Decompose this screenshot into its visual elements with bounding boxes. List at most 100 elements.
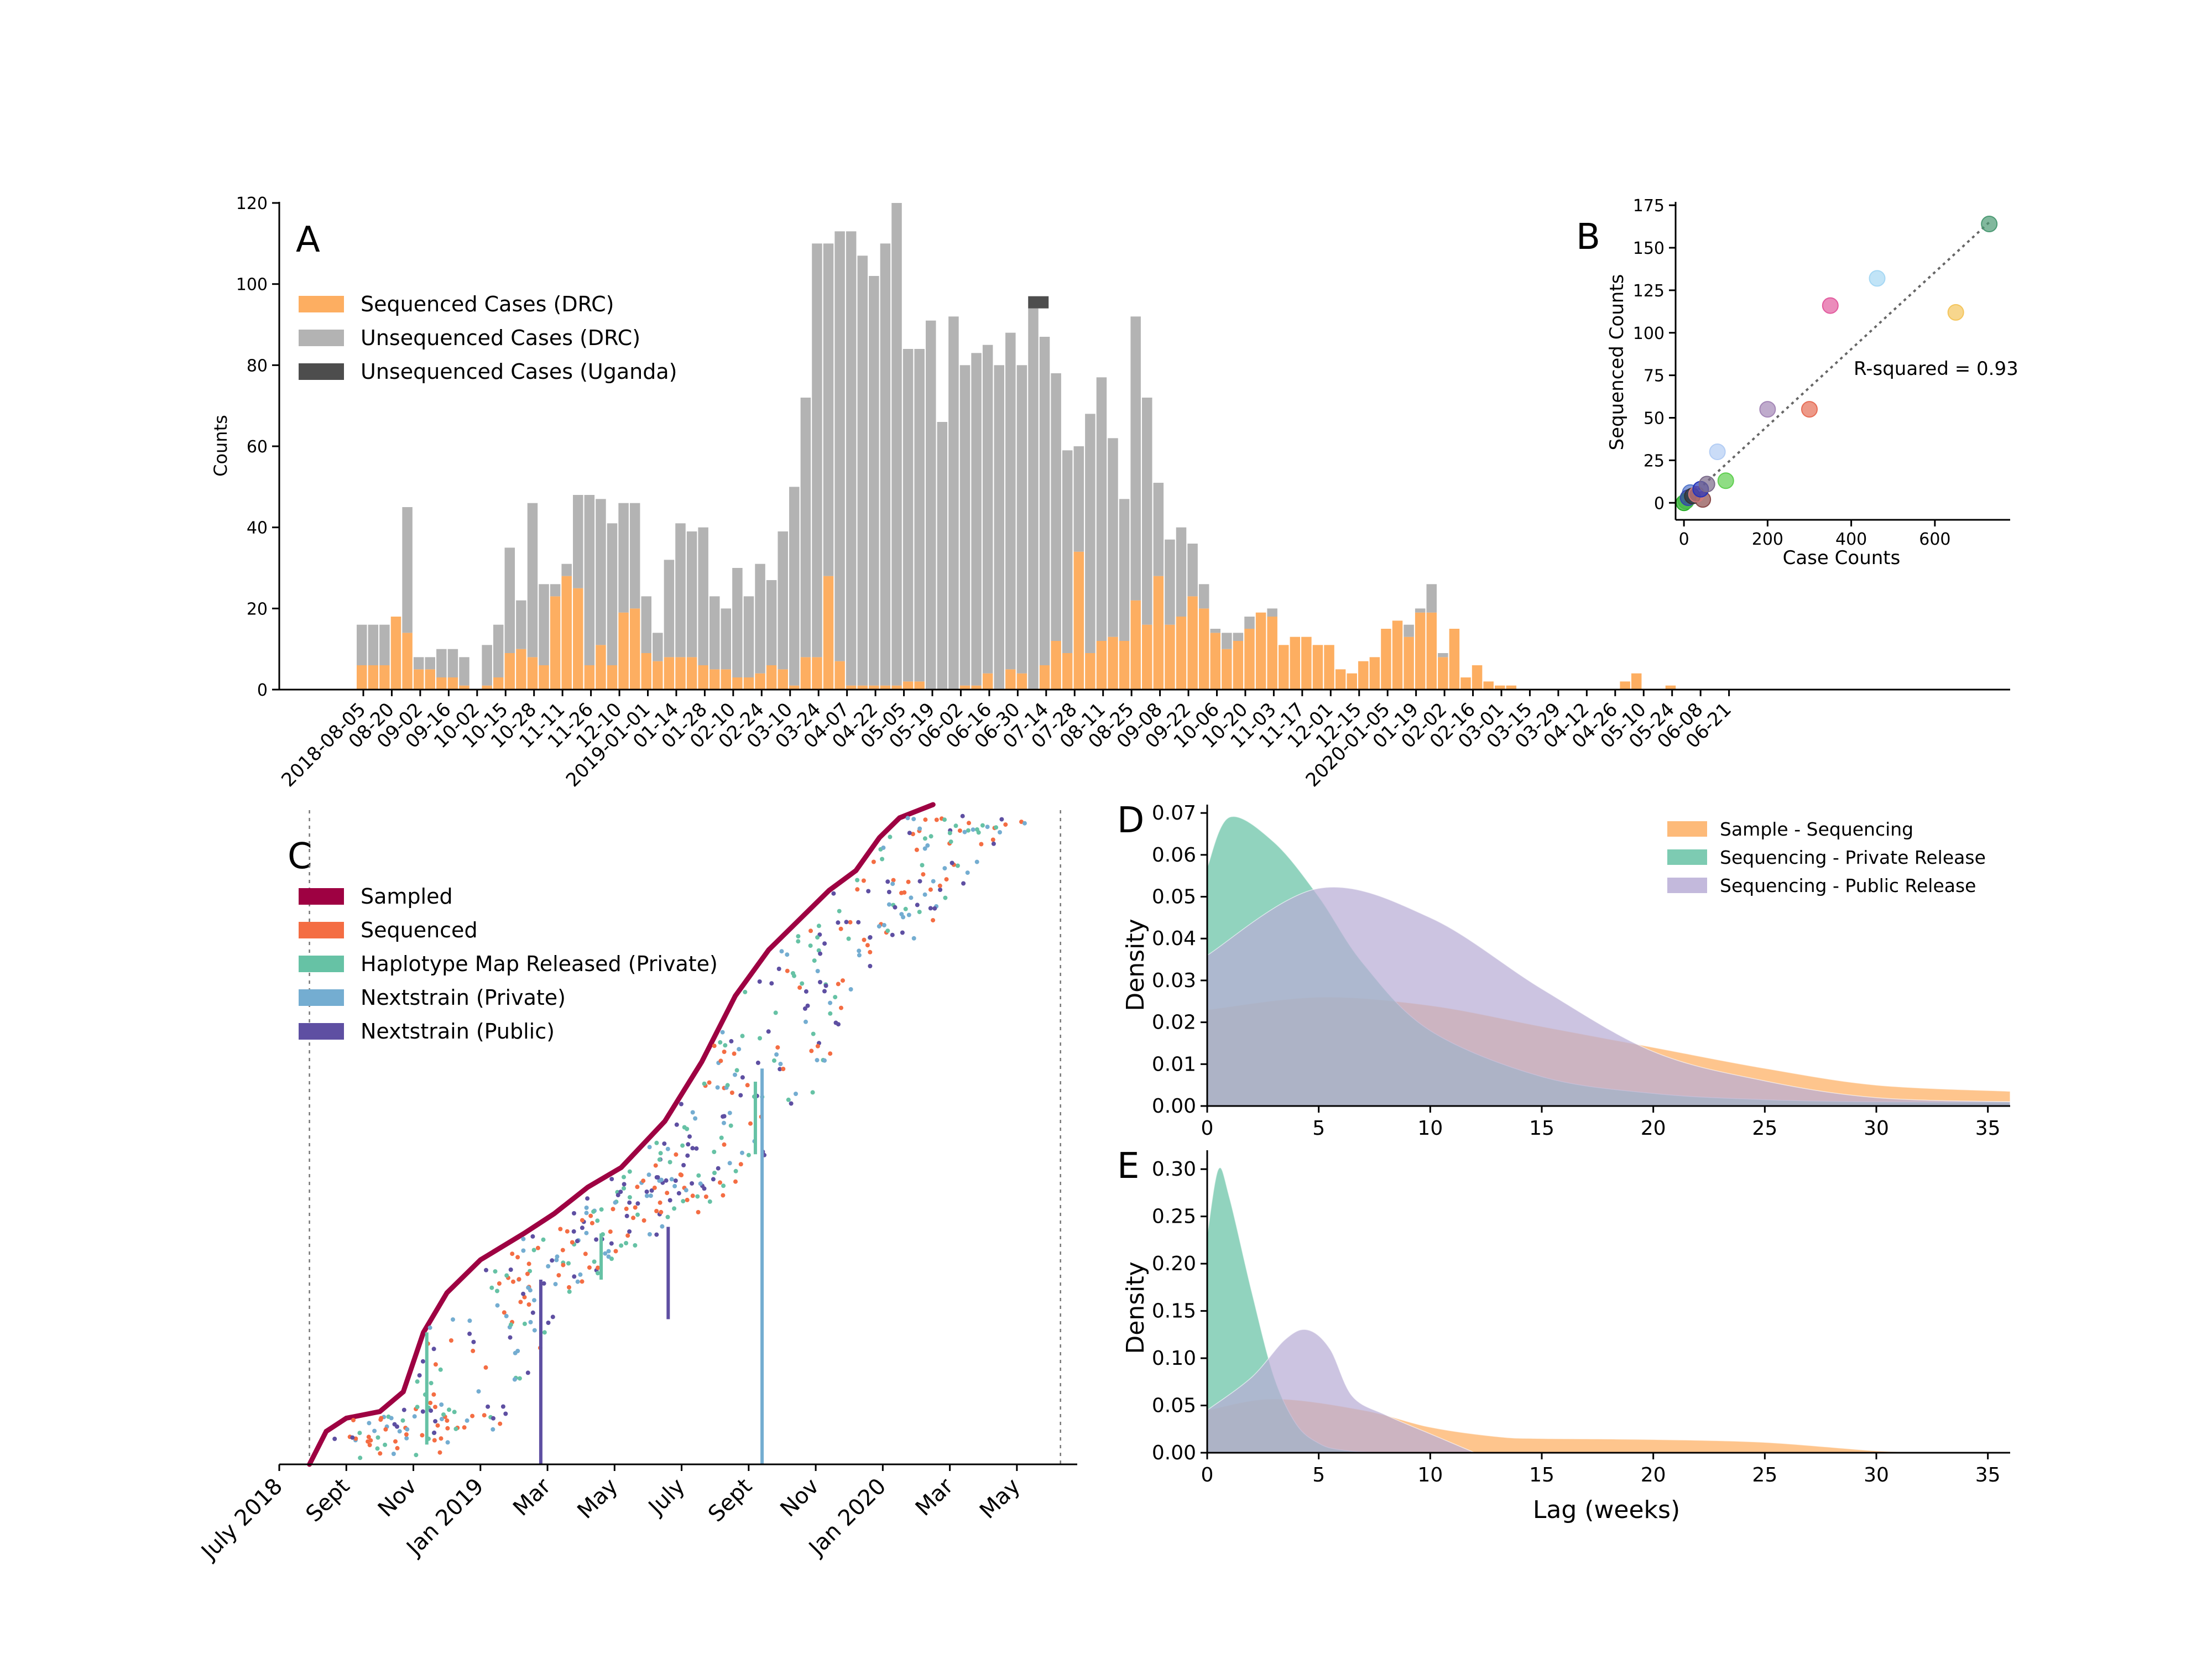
event-dot <box>624 1241 629 1245</box>
bar-sequenced <box>1085 653 1095 690</box>
bar-sequenced <box>1222 649 1232 690</box>
event-dot <box>358 1455 363 1460</box>
event-dot <box>942 817 947 822</box>
event-dot <box>998 830 1002 834</box>
event-dot <box>627 1200 632 1205</box>
event-dot <box>627 1169 632 1174</box>
event-dot <box>674 1122 679 1127</box>
event-dot <box>654 1140 659 1145</box>
event-dot <box>378 1417 383 1422</box>
bar-unsequenced <box>561 564 572 576</box>
panel-e-x-label: Lag (weeks) <box>1533 1496 1680 1524</box>
x-tick-label: 20 <box>1641 1117 1666 1140</box>
event-dot <box>567 1289 572 1294</box>
event-dot <box>822 941 827 946</box>
event-dot <box>655 1175 660 1180</box>
bar-sequenced <box>1404 637 1414 690</box>
event-dot <box>429 1408 434 1413</box>
event-dot <box>703 1194 708 1199</box>
event-dot <box>685 1197 690 1202</box>
bar-unsequenced <box>516 600 526 649</box>
event-dot <box>653 1163 658 1168</box>
bar-unsequenced <box>1005 332 1016 670</box>
bar-unsequenced <box>493 624 504 677</box>
event-dot <box>888 834 893 839</box>
bar-unsequenced <box>1016 365 1027 674</box>
event-dot <box>815 969 820 973</box>
event-dot <box>823 983 828 988</box>
bar-sequenced <box>413 669 424 690</box>
event-dot <box>746 1152 751 1157</box>
bar-unsequenced <box>1142 398 1152 625</box>
bar-sequenced <box>880 685 891 690</box>
event-dot <box>584 1206 589 1210</box>
event-dot <box>613 1249 618 1254</box>
event-dot <box>728 1123 733 1128</box>
event-dot <box>512 1377 517 1382</box>
event-dot <box>828 1000 833 1005</box>
event-dot <box>868 964 873 968</box>
x-tick-label: Nov <box>775 1474 824 1522</box>
event-dot <box>712 1150 717 1154</box>
event-dot <box>886 902 891 907</box>
y-tick-label: 0.00 <box>1152 1095 1196 1118</box>
x-tick-label: Sept <box>703 1474 757 1527</box>
event-dot <box>596 1265 601 1270</box>
bar-unsequenced <box>653 633 663 661</box>
event-dot <box>476 1389 481 1394</box>
bar-unsequenced <box>447 649 458 677</box>
bar-unsequenced <box>1073 446 1084 552</box>
x-tick-label: 0 <box>1679 530 1689 549</box>
bar-sequenced <box>914 681 925 690</box>
event-dot <box>497 1281 502 1286</box>
event-dot <box>633 1205 638 1210</box>
event-dot <box>921 872 926 877</box>
bar-sequenced <box>1449 629 1460 690</box>
bar-sequenced <box>1426 612 1437 690</box>
event-dot <box>439 1402 444 1407</box>
event-dot <box>541 1281 546 1286</box>
event-dot <box>696 1173 701 1178</box>
bar-unsequenced <box>994 365 1004 690</box>
event-dot <box>584 1230 589 1235</box>
event-dot <box>702 1081 707 1086</box>
event-dot <box>718 1180 722 1185</box>
event-dot <box>722 1120 726 1125</box>
x-tick-label: 35 <box>1975 1464 2001 1486</box>
event-dot <box>818 980 822 984</box>
event-dot <box>483 1365 488 1370</box>
event-dot <box>486 1404 491 1409</box>
y-tick-label: 0.04 <box>1152 927 1196 950</box>
event-dot <box>351 1418 356 1422</box>
event-dot <box>723 1043 728 1048</box>
bar-unsequenced <box>971 353 982 686</box>
event-dot <box>522 1321 527 1326</box>
event-dot <box>437 1450 442 1455</box>
event-dot <box>881 923 886 927</box>
event-dot <box>841 978 845 983</box>
event-dot <box>606 1254 611 1259</box>
bar-sequenced <box>1073 551 1084 690</box>
bar-sequenced <box>1016 673 1027 690</box>
y-tick-label: 0.20 <box>1152 1253 1196 1275</box>
panel-a-bars <box>357 203 1676 690</box>
bar-sequenced <box>1665 685 1676 690</box>
event-dot <box>664 1178 669 1183</box>
event-dot <box>748 1121 753 1126</box>
event-dot <box>641 1178 646 1183</box>
y-tick-label: 100 <box>236 275 268 295</box>
bar-sequenced <box>1324 645 1334 690</box>
panel-d-legend: Sample - Sequencing Sequencing - Private … <box>1667 818 1986 896</box>
event-dot <box>657 1157 662 1162</box>
event-dot <box>367 1443 372 1447</box>
bar-unsequenced <box>869 276 879 686</box>
bar-unsequenced <box>926 320 936 690</box>
x-tick-label: 10 <box>1417 1117 1443 1140</box>
bar-unsequenced <box>937 422 948 690</box>
bar-sequenced <box>459 685 469 690</box>
bar-sequenced <box>959 685 971 690</box>
event-dot <box>613 1200 618 1205</box>
bar-sequenced <box>561 576 572 690</box>
event-dot <box>909 895 914 900</box>
panel-e-plot <box>1207 1167 1988 1453</box>
